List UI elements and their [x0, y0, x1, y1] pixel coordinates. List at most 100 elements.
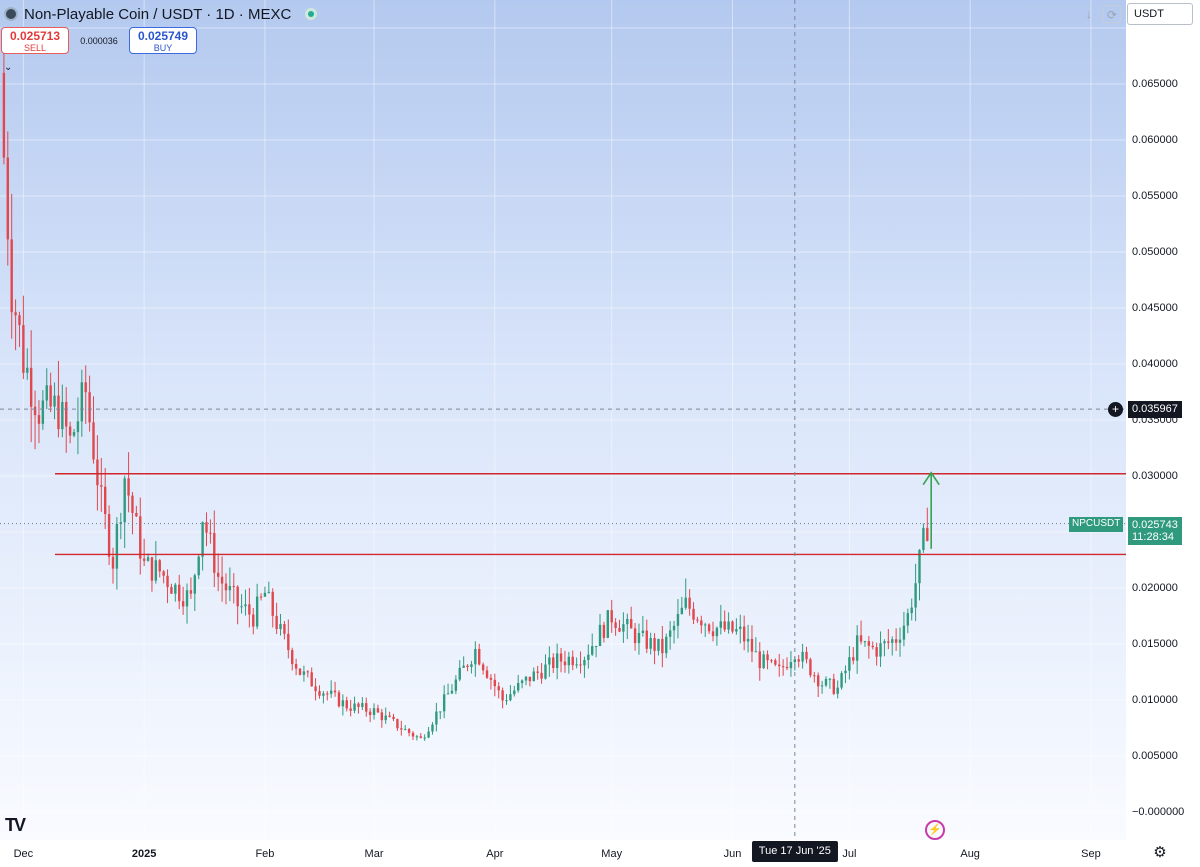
candle-body [45, 385, 48, 401]
candle-body [88, 392, 91, 423]
candle-body [548, 657, 551, 665]
candle-body [462, 665, 465, 668]
candle-body [174, 584, 177, 594]
candle-body [158, 560, 161, 572]
candle-body [255, 596, 259, 627]
price-tick-label: 0.050000 [1132, 246, 1178, 258]
candle-body [450, 690, 454, 694]
candle-body [536, 671, 539, 673]
spread-value: 0.000036 [80, 35, 118, 46]
candle-body [610, 610, 613, 623]
candle-body [688, 597, 691, 609]
candle-body [2, 72, 6, 158]
candle-body [22, 325, 25, 373]
candle-body [520, 680, 524, 684]
time-tick-label: Jul [842, 848, 857, 860]
candle-body [540, 672, 543, 679]
candle-body [844, 670, 847, 674]
buy-button[interactable]: 0.025749 BUY [129, 27, 197, 54]
tradingview-logo-icon[interactable]: TV [5, 815, 26, 835]
candle-body [228, 586, 232, 591]
candle-body [166, 575, 169, 588]
candle-body [454, 679, 458, 691]
candle-body [875, 647, 878, 657]
plus-circle-icon[interactable]: + [1108, 402, 1123, 418]
candle-body [435, 711, 438, 725]
symbol-label: NPCUSDT [1069, 516, 1124, 532]
candle-body [318, 691, 321, 696]
candle-body [127, 478, 130, 496]
candle-body [275, 615, 278, 630]
chevron-down-icon[interactable]: ⌄ [4, 62, 13, 73]
candle-body [142, 558, 146, 561]
candle-body [778, 664, 781, 667]
candle-body [848, 657, 851, 671]
candle-body [731, 621, 734, 632]
time-tick-label: Mar [364, 848, 384, 860]
candle-body [770, 660, 773, 662]
candle-body [859, 635, 863, 642]
lightning-icon[interactable]: ⚡ [925, 820, 945, 840]
candle-body [400, 728, 403, 730]
candle-body [439, 711, 442, 713]
candle-body [201, 522, 204, 557]
candle-body [411, 732, 415, 737]
candle-body [801, 651, 804, 662]
candle-body [840, 673, 843, 688]
countdown-timer: 11:28:34 [1132, 530, 1175, 543]
candle-body [513, 690, 516, 695]
time-axis[interactable]: Dec 2025 Feb Mar Apr May Jun Jul Aug Sep [0, 840, 1126, 867]
candle-body [407, 729, 411, 733]
candle-body [785, 666, 789, 669]
trade-buttons: 0.025713 SELL 0.000036 0.025749 BUY [1, 27, 197, 54]
currency-select[interactable]: USDT [1127, 3, 1193, 25]
candle-body [111, 556, 115, 569]
candle-body [735, 629, 738, 632]
target-arrow-head [922, 471, 940, 486]
candle-body [189, 590, 193, 594]
candle-body [65, 401, 68, 427]
candle-body [910, 607, 913, 614]
candle-body [224, 583, 228, 591]
candle-body [306, 671, 309, 673]
candle-body [863, 641, 867, 643]
candle-body [524, 676, 528, 681]
candle-body [466, 665, 469, 667]
candle-body [657, 638, 660, 651]
candle-body [614, 622, 617, 629]
candle-body [478, 648, 481, 665]
candle-body [135, 512, 138, 517]
candle-body [665, 636, 668, 654]
candle-body [516, 683, 520, 691]
settings-icon[interactable]: ⚙ [1153, 844, 1167, 861]
candle-body [26, 367, 29, 373]
candle-body [287, 633, 290, 651]
market-open-icon [305, 8, 318, 20]
candle-body [813, 675, 816, 677]
coin-logo-icon [4, 7, 18, 21]
sell-button[interactable]: 0.025713 SELL [1, 27, 69, 54]
candle-body [14, 312, 17, 316]
candle-body [333, 690, 337, 693]
chart-pane[interactable] [0, 0, 1126, 840]
candle-body [879, 643, 882, 657]
candle-body [661, 638, 664, 654]
candle-body [485, 670, 489, 678]
price-axis[interactable]: 0.065000 0.060000 0.055000 0.050000 0.045000… [1126, 28, 1200, 840]
candle-body [598, 624, 602, 647]
candle-body [185, 590, 189, 607]
candle-body [345, 700, 348, 709]
candlestick-chart[interactable] [0, 0, 1126, 840]
candle-body [458, 667, 461, 680]
candle-body [302, 671, 306, 675]
candle-body [766, 654, 769, 661]
candle-body [762, 654, 765, 669]
candle-body [115, 524, 119, 569]
price-tick-label: 0.005000 [1132, 750, 1178, 762]
download-icon[interactable]: ↓ [1086, 7, 1092, 21]
refresh-icon[interactable]: ⟳ [1103, 5, 1121, 23]
candle-body [139, 516, 142, 559]
chart-title[interactable]: Non-Playable Coin / USDT · 1D · MEXC [24, 5, 292, 23]
price-tick-label: −0.000000 [1132, 806, 1185, 818]
